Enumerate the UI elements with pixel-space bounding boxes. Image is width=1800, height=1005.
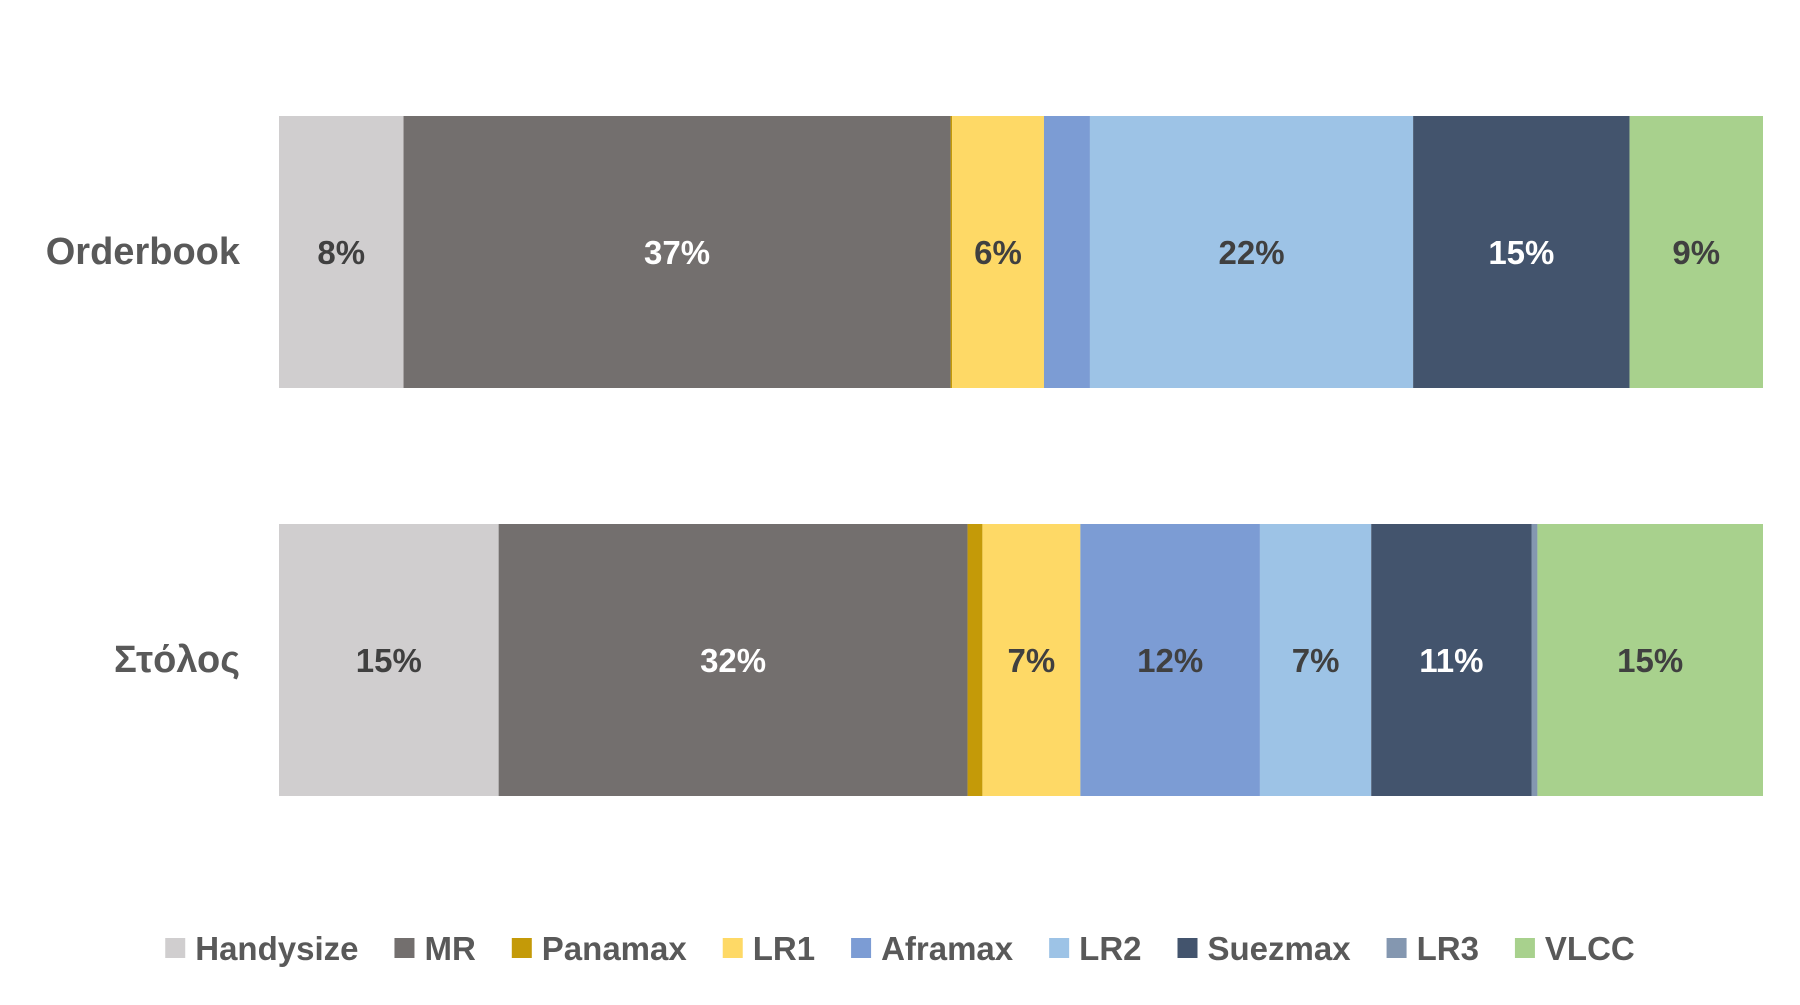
legend-label-handysize: Handysize <box>195 930 358 967</box>
bar-segment-suezmax-orderbook <box>1413 116 1630 388</box>
data-label-vlcc-στόλος: 15% <box>1617 642 1683 679</box>
legend-swatch-lr2 <box>1049 938 1070 958</box>
legend-label-aframax: Aframax <box>881 930 1014 967</box>
data-label-aframax-στόλος: 12% <box>1137 642 1203 679</box>
legend-item-handysize: Handysize <box>165 930 358 967</box>
category-label-στόλος: Στόλος <box>114 639 240 681</box>
bar-segment-lr2-orderbook <box>1089 116 1414 388</box>
bar-segment-vlcc-στόλος <box>1537 524 1763 796</box>
bar-segment-handysize-στόλος <box>279 524 499 796</box>
legend-swatch-aframax <box>851 938 872 958</box>
bar-segment-aframax-orderbook <box>1043 116 1090 388</box>
bar-segment-panamax-orderbook <box>950 116 953 388</box>
legend-item-mr: MR <box>394 930 476 967</box>
legend-item-vlcc: VLCC <box>1514 930 1635 967</box>
data-label-handysize-στόλος: 15% <box>356 642 422 679</box>
bar-segment-lr3-στόλος <box>1531 524 1538 796</box>
legend-label-lr1: LR1 <box>753 930 815 967</box>
bar-segment-suezmax-στόλος <box>1371 524 1532 796</box>
legend: Handysize MR Panamax LR1 Aframax LR2 Suezmax LR… <box>165 930 1635 967</box>
legend-label-lr3: LR3 <box>1417 930 1479 967</box>
bar-segment-lr1-orderbook <box>952 116 1044 388</box>
legend-item-lr2: LR2 <box>1049 930 1142 967</box>
data-label-lr1-orderbook: 6% <box>974 234 1022 271</box>
data-label-lr2-στόλος: 7% <box>1292 642 1340 679</box>
legend-swatch-suezmax <box>1177 938 1198 958</box>
category-label-orderbook: Orderbook <box>46 231 241 273</box>
bar-segment-mr-orderbook <box>403 116 951 388</box>
bar-segment-handysize-orderbook <box>279 116 404 388</box>
bar-segment-vlcc-orderbook <box>1629 116 1763 388</box>
legend-item-lr3: LR3 <box>1386 930 1479 967</box>
legend-item-lr1: LR1 <box>722 930 815 967</box>
data-label-handysize-orderbook: 8% <box>317 234 365 271</box>
legend-label-lr2: LR2 <box>1079 930 1141 967</box>
legend-item-aframax: Aframax <box>851 930 1014 967</box>
bars-layer: 8% 37% 6% 22% 15% 9% 15% 32% 7% 12% 7% 11% 15% <box>279 116 1763 796</box>
bar-segment-aframax-στόλος <box>1080 524 1260 796</box>
data-label-suezmax-orderbook: 15% <box>1488 234 1554 271</box>
bar-segment-lr2-στόλος <box>1259 524 1372 796</box>
bar-segment-panamax-στόλος <box>967 524 983 796</box>
legend-swatch-mr <box>394 938 415 958</box>
legend-label-mr: MR <box>424 930 475 967</box>
legend-swatch-handysize <box>165 938 186 958</box>
category-labels: Orderbook Στόλος <box>46 231 241 681</box>
legend-item-panamax: Panamax <box>511 930 688 967</box>
data-label-mr-στόλος: 32% <box>700 642 766 679</box>
data-label-mr-orderbook: 37% <box>644 234 710 271</box>
data-label-vlcc-orderbook: 9% <box>1672 234 1720 271</box>
legend-item-suezmax: Suezmax <box>1177 930 1352 967</box>
legend-swatch-panamax <box>511 938 532 958</box>
legend-swatch-lr3 <box>1386 938 1407 958</box>
legend-label-vlcc: VLCC <box>1545 930 1635 967</box>
legend-label-panamax: Panamax <box>542 930 688 967</box>
legend-label-suezmax: Suezmax <box>1208 930 1352 967</box>
data-label-lr1-στόλος: 7% <box>1008 642 1056 679</box>
data-label-suezmax-στόλος: 11% <box>1419 642 1483 679</box>
legend-swatch-lr1 <box>722 938 743 958</box>
legend-swatch-vlcc <box>1514 938 1535 958</box>
bar-segment-lr1-στόλος <box>982 524 1081 796</box>
bar-segment-mr-στόλος <box>498 524 968 796</box>
data-label-lr2-orderbook: 22% <box>1219 234 1285 271</box>
